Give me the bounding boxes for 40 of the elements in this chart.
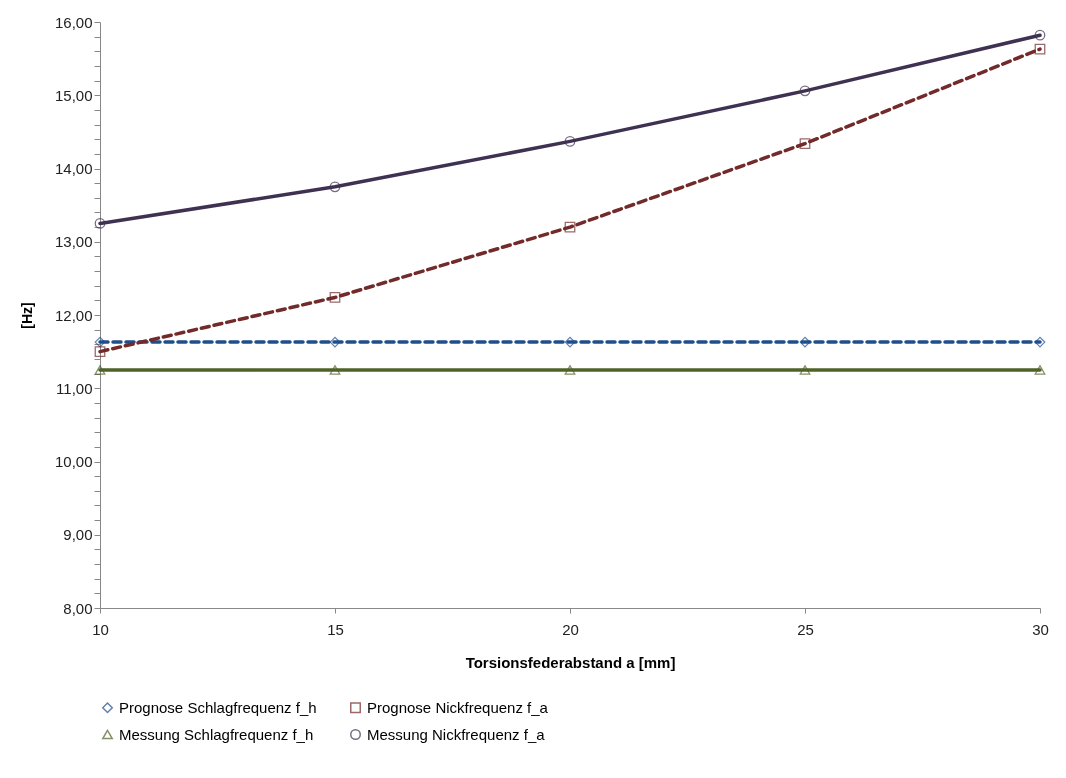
point [1034,336,1046,348]
x-tick-label: 20 [562,620,579,638]
x-tick-label: 10 [92,620,109,638]
y-tick-label: 12,00 [54,306,93,324]
point [94,365,106,375]
point [564,336,576,348]
x-tick-label: 30 [1032,620,1049,638]
point [94,218,106,229]
point [799,85,811,97]
y-tick-label: 16,00 [54,13,93,31]
y-tick-label: 15,00 [54,86,93,104]
legend-label: Messung Schlagfrequenz f_h [119,725,314,743]
point [329,292,341,303]
point [564,221,576,233]
point [1034,43,1046,55]
point [799,336,811,348]
y-tick-label: 11,00 [56,379,93,397]
point [564,365,576,375]
point [799,138,811,149]
point [329,336,341,348]
y-axis-title: [Hz] [18,302,35,329]
point [94,346,106,358]
x-tick-label: 15 [327,620,344,638]
legend-label: Messung Nickfrequenz f_a [367,725,546,743]
legend-label: Prognose Nickfrequenz f_a [367,698,549,716]
x-axis-title: Torsionsfederabstand a [mm] [465,653,676,671]
x-tick-label: 25 [797,620,814,638]
point [329,181,341,193]
y-tick-label: 14,00 [54,160,93,177]
y-tick-label: 8,00 [63,599,93,617]
y-tick-label: 10,00 [54,453,93,470]
point [1034,365,1046,375]
point [329,365,341,375]
y-tick-label: 13,00 [54,233,93,251]
point [799,365,811,375]
point [564,136,576,147]
point [1034,29,1046,41]
point [94,336,106,348]
y-tick-label: 9,00 [63,526,93,544]
legend-label: Prognose Schlagfrequenz f_h [119,698,317,716]
